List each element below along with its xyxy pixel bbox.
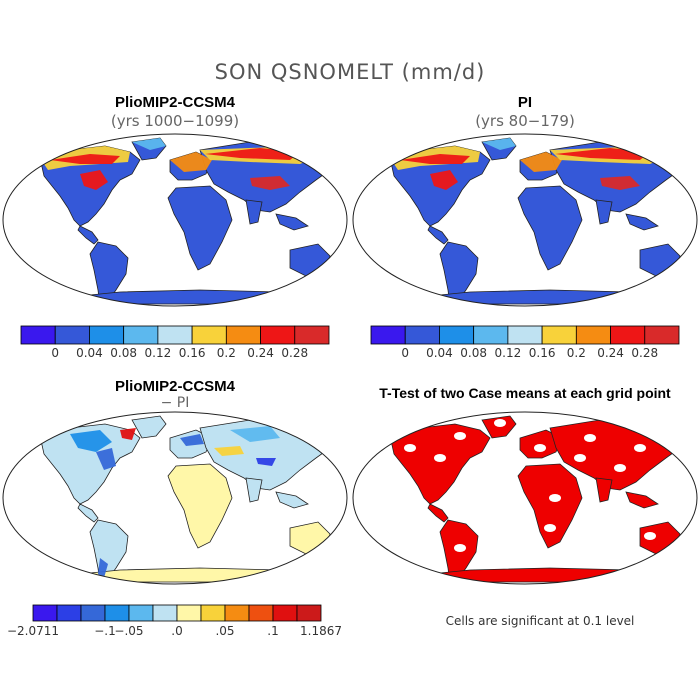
colorbar-swatch [508, 326, 542, 344]
colorbar-labels-top-right: 0 0.04 0.08 0.12 0.16 0.2 0.24 0.28 [370, 346, 680, 362]
non-significant-area [614, 464, 626, 472]
colorbar-tick-label: −.1 [94, 624, 116, 638]
panel-subtitle-top-right: (yrs 80−179) [375, 112, 675, 130]
non-significant-area [549, 494, 561, 502]
colorbar-swatch [439, 326, 473, 344]
colorbar-swatch [371, 326, 405, 344]
colorbar-swatch [645, 326, 679, 344]
colorbar-swatch [542, 326, 576, 344]
non-significant-area [634, 444, 646, 452]
panel-subtitle-top-left: (yrs 1000−1099) [25, 112, 325, 130]
panel-title-bottom-left: PlioMIP2-CCSM4 [25, 378, 325, 395]
colorbar-labels-top-left: 0 0.04 0.08 0.12 0.16 0.2 0.24 0.28 [20, 346, 330, 362]
colorbar-tick-label: 0.28 [281, 346, 308, 360]
colorbar-swatch [249, 605, 273, 621]
colorbar-swatch [105, 605, 129, 621]
colorbar-tick-label: 0.2 [567, 346, 586, 360]
colorbar-swatch [192, 326, 226, 344]
colorbar-swatch [225, 605, 249, 621]
colorbar-swatch [124, 326, 158, 344]
colorbar-tick-label: 1.1867 [300, 624, 342, 638]
colorbar-tick-label: 0.24 [597, 346, 624, 360]
colorbar-tick-label: 0.04 [426, 346, 453, 360]
map-panel-bottom-right [350, 408, 700, 588]
colorbar-swatch [158, 326, 192, 344]
colorbar-tick-label: 0 [51, 346, 59, 360]
colorbar-tick-label: .05 [215, 624, 234, 638]
map-panel-bottom-left [0, 408, 350, 588]
non-significant-area [644, 532, 656, 540]
colorbar-bottom-left [32, 604, 322, 622]
colorbar-swatch [297, 605, 321, 621]
colorbar-tick-label: 0.16 [529, 346, 556, 360]
colorbar-tick-label: .1 [267, 624, 278, 638]
colorbar-swatch [201, 605, 225, 621]
colorbar-tick-label: 0.24 [247, 346, 274, 360]
non-significant-area [404, 444, 416, 452]
map-panel-top-right [350, 130, 700, 310]
colorbar-swatch [405, 326, 439, 344]
colorbar-swatch [55, 326, 89, 344]
non-significant-area [454, 544, 466, 552]
colorbar-tick-label: 0.12 [145, 346, 172, 360]
colorbar-swatch [261, 326, 295, 344]
colorbar-swatch [295, 326, 329, 344]
colorbar-tick-label: 0.2 [217, 346, 236, 360]
colorbar-swatch [33, 605, 57, 621]
non-significant-area [574, 454, 586, 462]
colorbar-swatch [57, 605, 81, 621]
colorbar-swatch [21, 326, 55, 344]
colorbar-swatch [81, 605, 105, 621]
colorbar-labels-bottom-left: −2.0711 −.1 −.05 .0 .05 .1 1.1867 [32, 624, 322, 640]
non-significant-area [584, 434, 596, 442]
colorbar-tick-label: 0.08 [110, 346, 137, 360]
colorbar-tick-label: −.05 [114, 624, 143, 638]
colorbar-tick-label: −2.0711 [7, 624, 59, 638]
panel-title-bottom-right: T-Test of two Case means at each grid po… [355, 385, 695, 401]
colorbar-tick-label: 0.12 [495, 346, 522, 360]
significance-note: Cells are significant at 0.1 level [380, 614, 700, 628]
colorbar-swatch [129, 605, 153, 621]
panel-title-top-left: PlioMIP2-CCSM4 [25, 94, 325, 111]
colorbar-tick-label: 0.28 [631, 346, 658, 360]
colorbar-swatch [89, 326, 123, 344]
colorbar-top-left [20, 325, 330, 345]
colorbar-swatch [273, 605, 297, 621]
colorbar-swatch [611, 326, 645, 344]
colorbar-top-right [370, 325, 680, 345]
colorbar-tick-label: 0.08 [460, 346, 487, 360]
map-panel-top-left [0, 130, 350, 310]
colorbar-tick-label: 0.04 [76, 346, 103, 360]
colorbar-tick-label: .0 [171, 624, 182, 638]
colorbar-tick-label: 0 [401, 346, 409, 360]
panel-title-top-right: PI [375, 94, 675, 111]
colorbar-swatch [576, 326, 610, 344]
non-significant-area [454, 432, 466, 440]
non-significant-area [434, 454, 446, 462]
colorbar-tick-label: 0.16 [179, 346, 206, 360]
non-significant-area [494, 419, 506, 427]
non-significant-area [534, 444, 546, 452]
non-significant-area [544, 524, 556, 532]
figure-title: SON QSNOMELT (mm/d) [0, 60, 700, 84]
colorbar-swatch [153, 605, 177, 621]
colorbar-swatch [226, 326, 260, 344]
colorbar-swatch [474, 326, 508, 344]
colorbar-swatch [177, 605, 201, 621]
